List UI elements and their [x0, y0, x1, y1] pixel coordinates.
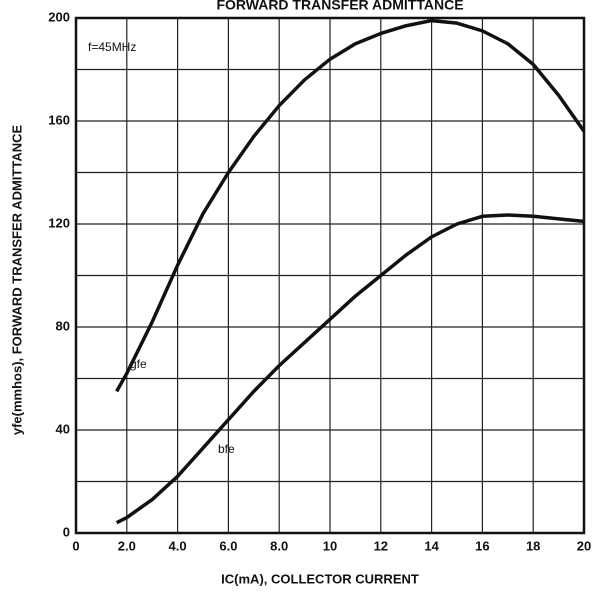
y-tick-label: 200 [48, 9, 70, 24]
y-tick-label: 160 [48, 112, 70, 127]
x-tick-label: 0 [72, 538, 79, 553]
y-tick-label: 80 [56, 318, 70, 333]
x-tick-label: 2.0 [118, 538, 136, 553]
x-tick-label: 8.0 [270, 538, 288, 553]
x-tick-label: 6.0 [219, 538, 237, 553]
x-tick-label: 16 [475, 538, 489, 553]
y-tick-label: 40 [56, 421, 70, 436]
plot-frame [74, 16, 586, 535]
x-axis-label: IC(mA), COLLECTOR CURRENT [221, 571, 419, 586]
y-axis-label: yfe(mmhos), FORWARD TRANSFER ADMITTANCE [9, 125, 24, 436]
y-tick-label: 120 [48, 215, 70, 230]
x-tick-label: 18 [526, 538, 540, 553]
x-tick-label: 12 [374, 538, 388, 553]
x-tick-label: 10 [323, 538, 337, 553]
chart-title: FORWARD TRANSFER ADMITTANCE [216, 0, 463, 13]
series-line [115, 213, 585, 525]
x-tick-label: 14 [424, 538, 439, 553]
x-tick-label: 4.0 [169, 538, 187, 553]
y-tick-label: 0 [63, 524, 70, 539]
annotation: bfe [218, 442, 235, 456]
x-tick-label: 20 [577, 538, 591, 553]
annotation: f=45MHz [88, 40, 136, 54]
series-line [115, 18, 586, 393]
